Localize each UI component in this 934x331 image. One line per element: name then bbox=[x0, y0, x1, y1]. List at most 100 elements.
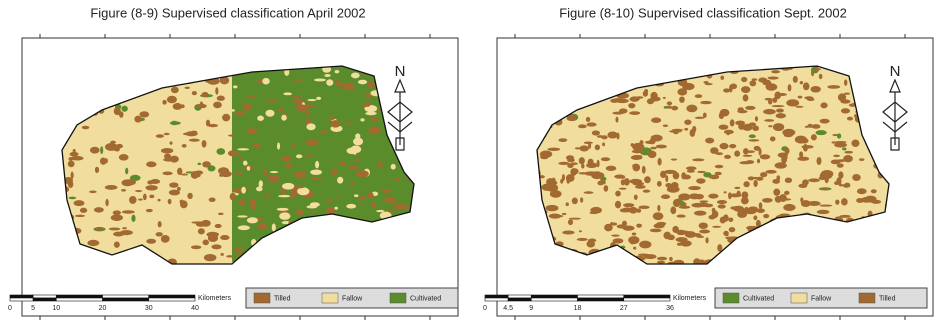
land-patch bbox=[769, 258, 776, 261]
land-patch bbox=[101, 79, 111, 82]
land-patch bbox=[161, 235, 170, 243]
land-patch bbox=[867, 242, 871, 248]
land-patch bbox=[358, 80, 367, 85]
land-patch bbox=[642, 166, 646, 174]
land-patch bbox=[671, 106, 678, 111]
land-patch bbox=[745, 208, 757, 214]
land-patch bbox=[734, 151, 740, 157]
land-patch bbox=[885, 251, 893, 253]
land-patch bbox=[292, 80, 304, 82]
land-patch bbox=[234, 113, 240, 115]
land-patch bbox=[774, 92, 781, 100]
land-patch bbox=[290, 192, 296, 198]
land-patch bbox=[661, 194, 670, 199]
land-patch bbox=[382, 189, 392, 193]
land-patch bbox=[361, 241, 367, 247]
land-patch bbox=[653, 212, 664, 220]
scale-segment bbox=[103, 295, 149, 298]
land-patch bbox=[334, 207, 338, 210]
land-patch bbox=[798, 184, 807, 188]
land-patch bbox=[297, 187, 309, 195]
land-patch bbox=[657, 181, 662, 187]
land-patch bbox=[586, 122, 596, 126]
land-patch bbox=[536, 248, 546, 252]
land-patch bbox=[321, 233, 330, 240]
land-patch bbox=[700, 101, 712, 104]
land-patch bbox=[724, 155, 731, 159]
land-patch bbox=[404, 258, 413, 263]
land-patch bbox=[861, 61, 872, 69]
land-patch bbox=[268, 252, 271, 258]
land-patch bbox=[217, 96, 225, 101]
land-patch bbox=[111, 67, 119, 70]
land-patch bbox=[886, 174, 890, 178]
land-patch bbox=[213, 102, 222, 109]
land-patch bbox=[530, 212, 543, 214]
land-patch bbox=[716, 152, 724, 155]
land-patch bbox=[737, 241, 748, 247]
land-patch bbox=[848, 223, 853, 227]
land-patch bbox=[872, 154, 878, 157]
land-patch bbox=[576, 80, 585, 85]
land-patch bbox=[738, 107, 744, 112]
land-patch bbox=[90, 71, 100, 75]
land-patch bbox=[833, 155, 840, 157]
land-patch bbox=[848, 64, 858, 71]
land-patch bbox=[867, 138, 874, 143]
land-patch bbox=[574, 88, 577, 93]
scale-segment bbox=[149, 298, 195, 301]
land-patch bbox=[720, 76, 724, 80]
land-patch bbox=[741, 197, 749, 205]
land-patch bbox=[695, 94, 702, 98]
land-patch bbox=[80, 208, 87, 213]
land-patch bbox=[161, 148, 173, 153]
land-patch bbox=[173, 103, 183, 110]
land-patch bbox=[842, 184, 850, 188]
land-patch bbox=[720, 143, 729, 149]
legend-swatch bbox=[859, 293, 875, 303]
land-patch bbox=[705, 237, 708, 243]
land-patch bbox=[135, 78, 139, 83]
land-patch bbox=[745, 262, 755, 265]
land-patch bbox=[584, 141, 593, 144]
land-patch bbox=[189, 139, 200, 142]
land-patch bbox=[264, 169, 268, 176]
land-patch bbox=[717, 200, 727, 204]
land-patch bbox=[770, 136, 776, 141]
land-patch bbox=[741, 86, 750, 93]
land-patch bbox=[614, 175, 625, 179]
land-patch bbox=[182, 144, 187, 148]
land-patch bbox=[278, 236, 281, 243]
land-patch bbox=[389, 217, 396, 224]
map-panel: Figure (8-10) Supervised classification … bbox=[483, 5, 933, 320]
land-patch bbox=[547, 109, 555, 116]
land-patch bbox=[171, 87, 179, 94]
land-patch bbox=[792, 217, 797, 224]
land-patch bbox=[684, 128, 688, 131]
land-patch bbox=[705, 83, 713, 85]
land-patch bbox=[355, 158, 360, 162]
land-patch bbox=[306, 123, 315, 130]
land-patch bbox=[410, 157, 418, 164]
land-patch bbox=[852, 174, 861, 181]
land-patch bbox=[595, 144, 600, 150]
land-patch bbox=[139, 111, 149, 117]
land-patch bbox=[682, 175, 691, 180]
scale-segment bbox=[485, 298, 508, 301]
land-patch bbox=[760, 172, 767, 177]
land-patch bbox=[639, 206, 650, 209]
land-patch bbox=[296, 154, 302, 158]
land-patch bbox=[367, 231, 371, 236]
land-patch bbox=[750, 238, 760, 241]
legend-label: Cultivated bbox=[743, 295, 774, 302]
land-patch bbox=[334, 255, 339, 257]
land-patch bbox=[746, 255, 753, 260]
land-patch bbox=[757, 159, 760, 164]
land-patch bbox=[685, 67, 688, 70]
land-patch bbox=[835, 200, 839, 205]
land-patch bbox=[365, 261, 376, 266]
scale-segment bbox=[103, 298, 149, 301]
land-patch bbox=[856, 81, 869, 87]
land-patch bbox=[555, 215, 563, 217]
land-patch bbox=[715, 172, 722, 176]
